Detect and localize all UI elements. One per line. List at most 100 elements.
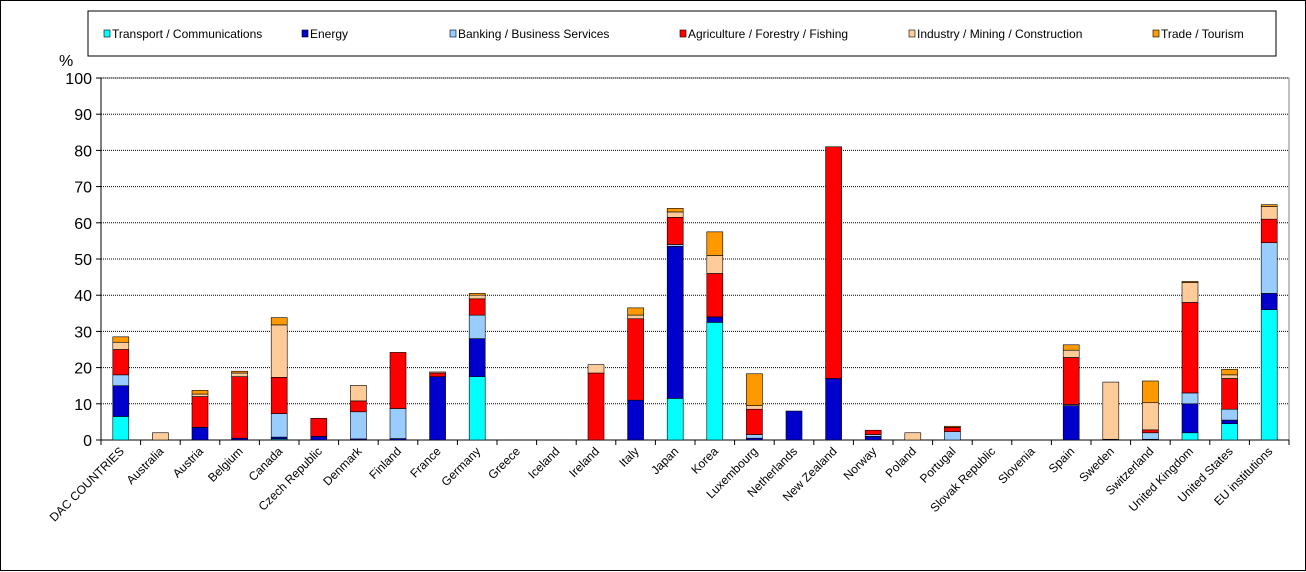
category-label: Ireland [566, 444, 602, 480]
bar-segment [666, 211, 684, 218]
bar-segment [112, 385, 130, 417]
bar-segment [1221, 378, 1238, 410]
bar-segment [231, 376, 248, 439]
bar-segment [429, 371, 446, 374]
legend-swatch [103, 29, 111, 38]
bar-segment [270, 413, 288, 438]
category-label: Poland [883, 444, 919, 480]
bar-segment [666, 217, 684, 245]
bar-segment [864, 436, 882, 441]
bar-segment [1260, 309, 1278, 441]
bar-segment [350, 400, 367, 413]
bar-segment [1260, 204, 1278, 207]
bar-segment [746, 434, 763, 439]
bar-segment [1062, 357, 1080, 405]
bar-segment [1181, 392, 1199, 405]
y-tick-label: 90 [74, 107, 92, 124]
bar-segment [191, 390, 209, 395]
bar-segment [1142, 432, 1159, 440]
legend-entry: Energy [310, 27, 348, 41]
y-tick-label: 40 [74, 288, 92, 305]
bar-segment [706, 273, 724, 318]
bar-segment [270, 317, 288, 326]
bar-segment [904, 432, 922, 441]
category-label: DAC COUNTRIES [47, 444, 127, 524]
bar-segment [627, 399, 644, 441]
bar-segment [468, 298, 486, 316]
category-label: Korea [688, 444, 721, 477]
bar-segment [350, 385, 367, 402]
gridlines [100, 77, 1290, 441]
bar-segment [468, 376, 486, 441]
category-label: Norway [841, 444, 880, 483]
category-label: Australia [124, 444, 167, 487]
bar-segment [746, 405, 763, 410]
bar-segment [1221, 408, 1238, 421]
bar-segment [191, 393, 209, 397]
bar-segment [746, 408, 763, 435]
bar-segment [1102, 381, 1120, 440]
bar-segment [152, 432, 169, 441]
bar-segment [1181, 403, 1199, 434]
bar-segment [468, 314, 486, 339]
bar-segment [785, 410, 803, 441]
category-label: Italy [616, 444, 641, 469]
legend-entry: Transport / Communications [112, 27, 262, 41]
legend-entry: Industry / Mining / Construction [917, 27, 1082, 41]
bar-segment [944, 431, 961, 441]
bar-segment [270, 377, 288, 414]
bar-segment [706, 322, 724, 441]
bar-segment [627, 318, 644, 401]
bar-segment [112, 336, 130, 343]
bar-segment [310, 436, 328, 441]
y-tick-label: 10 [74, 397, 92, 414]
bar-segment [944, 427, 961, 432]
legend-swatch [1152, 29, 1160, 38]
bar-segment [666, 246, 684, 399]
bar-segment [864, 429, 882, 435]
bar-segment [1260, 242, 1278, 294]
y-tick-label: 50 [74, 252, 92, 269]
bar-segment [1221, 374, 1238, 379]
bar-segment [706, 316, 724, 323]
bar-segment [1062, 349, 1080, 358]
bar-segment [666, 208, 684, 213]
bar-segment [1260, 293, 1278, 310]
bar-segment [1260, 206, 1278, 220]
legend-swatch [679, 29, 687, 38]
bar-segment [468, 338, 486, 377]
y-tick-label: 80 [74, 143, 92, 160]
bar-segment [231, 370, 248, 374]
legend-entry: Trade / Tourism [1161, 27, 1244, 41]
legend-swatch [449, 29, 457, 38]
bar-segment [1181, 281, 1199, 283]
bar-segment [1142, 380, 1159, 404]
y-tick-label: 70 [74, 180, 92, 197]
axes: 0 10 20 30 40 50 60 70 80 90 100 [65, 71, 1290, 450]
y-tick-label: 100 [65, 71, 92, 88]
bar-segment [1221, 423, 1238, 441]
legend-entry: Agriculture / Forestry / Fishing [688, 27, 848, 41]
category-label: Slovenia [995, 444, 1038, 487]
bar-segment [587, 364, 605, 374]
bar-segment [1062, 405, 1080, 441]
bar-segment [112, 374, 130, 386]
category-label: Belgium [205, 444, 246, 485]
bar-segment [1221, 369, 1238, 376]
bar-segment [944, 425, 961, 428]
category-label: Canada [246, 444, 286, 484]
category-label: Iceland [525, 444, 562, 481]
bar-segment [270, 324, 288, 378]
bar-segment [389, 408, 407, 439]
bar-segment [1181, 282, 1199, 303]
bar-segment [706, 255, 724, 274]
bar-segment [1142, 429, 1159, 434]
bar-segment [389, 352, 407, 409]
bar-segment [825, 146, 842, 379]
bar-segment [1221, 419, 1238, 425]
category-label: Denmark [320, 444, 365, 489]
y-tick-label: 60 [74, 216, 92, 233]
category-label: Finland [366, 444, 404, 482]
legend-swatch [908, 29, 916, 38]
